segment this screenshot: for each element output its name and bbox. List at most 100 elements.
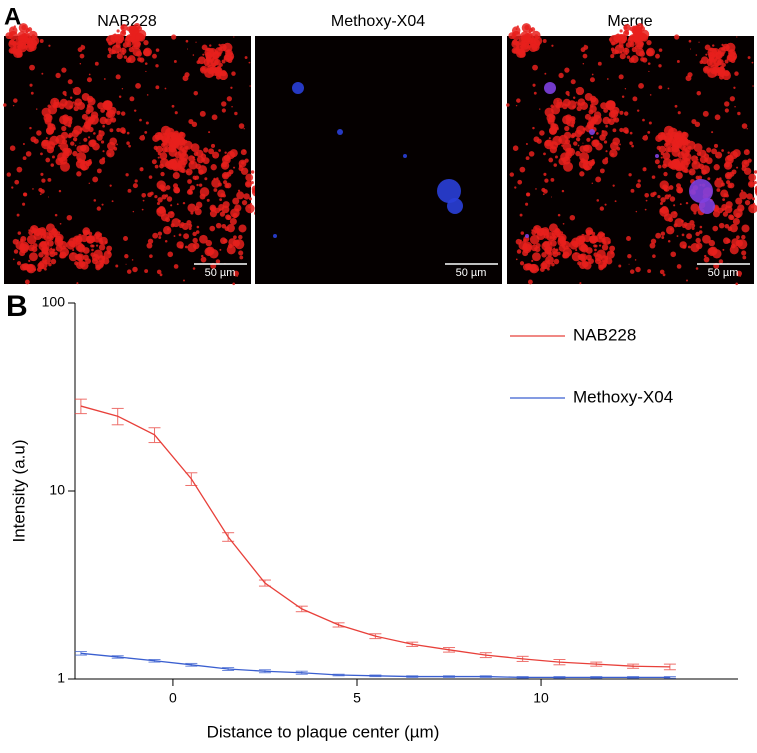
- red-signal: [154, 195, 158, 199]
- red-signal: [232, 212, 238, 219]
- error-bar: [148, 658, 161, 663]
- error-bar: [111, 407, 124, 426]
- red-signal: [575, 249, 578, 252]
- red-signal: [206, 47, 210, 52]
- red-signal: [188, 155, 195, 162]
- red-signal: [29, 225, 39, 234]
- red-signal: [629, 131, 633, 135]
- red-signal: [542, 39, 547, 43]
- red-signal: [221, 59, 226, 64]
- red-signal: [739, 191, 748, 200]
- red-signal: [534, 246, 541, 253]
- red-signal: [529, 263, 539, 274]
- red-signal: [601, 130, 608, 137]
- red-signal: [234, 239, 245, 250]
- red-signal: [643, 167, 646, 170]
- red-signal: [614, 44, 625, 54]
- red-signal: [220, 46, 224, 49]
- legend-label: NAB228: [573, 325, 636, 344]
- red-signal: [195, 230, 200, 234]
- error-bar: [553, 658, 566, 666]
- red-signal: [233, 36, 235, 38]
- scale-bar-label: 50 µm: [708, 267, 739, 279]
- red-signal: [173, 186, 180, 194]
- red-signal: [174, 111, 178, 115]
- red-signal: [213, 188, 218, 192]
- red-signal: [146, 242, 153, 249]
- red-signal: [67, 124, 72, 128]
- red-signal: [28, 229, 31, 232]
- red-signal: [662, 273, 666, 277]
- red-signal: [593, 111, 602, 119]
- red-signal: [245, 203, 255, 214]
- red-signal: [3, 103, 7, 107]
- red-signal: [164, 87, 167, 90]
- red-signal: [708, 239, 716, 247]
- red-signal: [73, 105, 79, 112]
- red-signal: [569, 240, 579, 250]
- error-bar: [332, 622, 345, 628]
- red-signal: [87, 97, 96, 106]
- red-signal: [12, 258, 15, 261]
- blue-signal: [699, 198, 715, 214]
- red-signal: [623, 111, 629, 116]
- red-signal: [741, 234, 746, 240]
- red-signal: [535, 188, 537, 190]
- red-signal: [707, 68, 718, 79]
- blue-signal: [403, 154, 407, 158]
- red-signal: [555, 248, 559, 252]
- red-signal: [747, 56, 751, 59]
- red-signal: [747, 180, 755, 188]
- red-signal: [561, 189, 565, 193]
- red-signal: [742, 255, 747, 260]
- red-signal: [628, 263, 630, 265]
- red-signal: [107, 47, 112, 52]
- red-signal: [682, 244, 687, 249]
- red-signal: [644, 208, 647, 211]
- red-signal: [635, 210, 638, 213]
- red-signal: [676, 264, 682, 269]
- error-bar: [553, 676, 566, 679]
- red-signal: [669, 196, 676, 202]
- red-signal: [638, 82, 644, 89]
- red-signal: [187, 48, 189, 50]
- red-signal: [46, 236, 50, 239]
- red-signal: [187, 203, 197, 213]
- blue-signal: [544, 82, 556, 94]
- red-signal: [61, 138, 68, 145]
- red-signal: [743, 160, 748, 165]
- red-signal: [29, 83, 33, 87]
- red-signal: [684, 147, 691, 154]
- red-signal: [183, 233, 190, 240]
- red-signal: [199, 110, 206, 117]
- red-signal: [747, 158, 752, 163]
- red-signal: [218, 70, 228, 81]
- red-signal: [729, 224, 738, 233]
- red-signal: [133, 109, 137, 112]
- red-signal: [629, 42, 633, 46]
- red-signal: [31, 226, 35, 230]
- red-signal: [39, 193, 42, 196]
- red-signal: [244, 56, 248, 59]
- red-signal: [587, 123, 594, 130]
- red-signal: [646, 39, 652, 46]
- red-signal: [531, 259, 534, 262]
- red-signal: [683, 222, 688, 227]
- red-signal: [618, 74, 624, 80]
- red-signal: [559, 231, 564, 236]
- red-signal: [234, 204, 242, 212]
- red-signal: [229, 217, 237, 226]
- red-signal: [698, 163, 705, 170]
- red-signal: [40, 233, 47, 239]
- red-signal: [693, 211, 697, 215]
- red-signal: [548, 245, 553, 250]
- red-signal: [32, 188, 34, 190]
- red-signal: [189, 185, 196, 191]
- red-signal: [527, 279, 533, 285]
- red-signal: [649, 242, 656, 249]
- red-signal: [511, 26, 521, 35]
- red-signal: [243, 149, 246, 152]
- red-signal: [632, 96, 638, 102]
- red-signal: [565, 245, 568, 248]
- red-signal: [686, 233, 693, 240]
